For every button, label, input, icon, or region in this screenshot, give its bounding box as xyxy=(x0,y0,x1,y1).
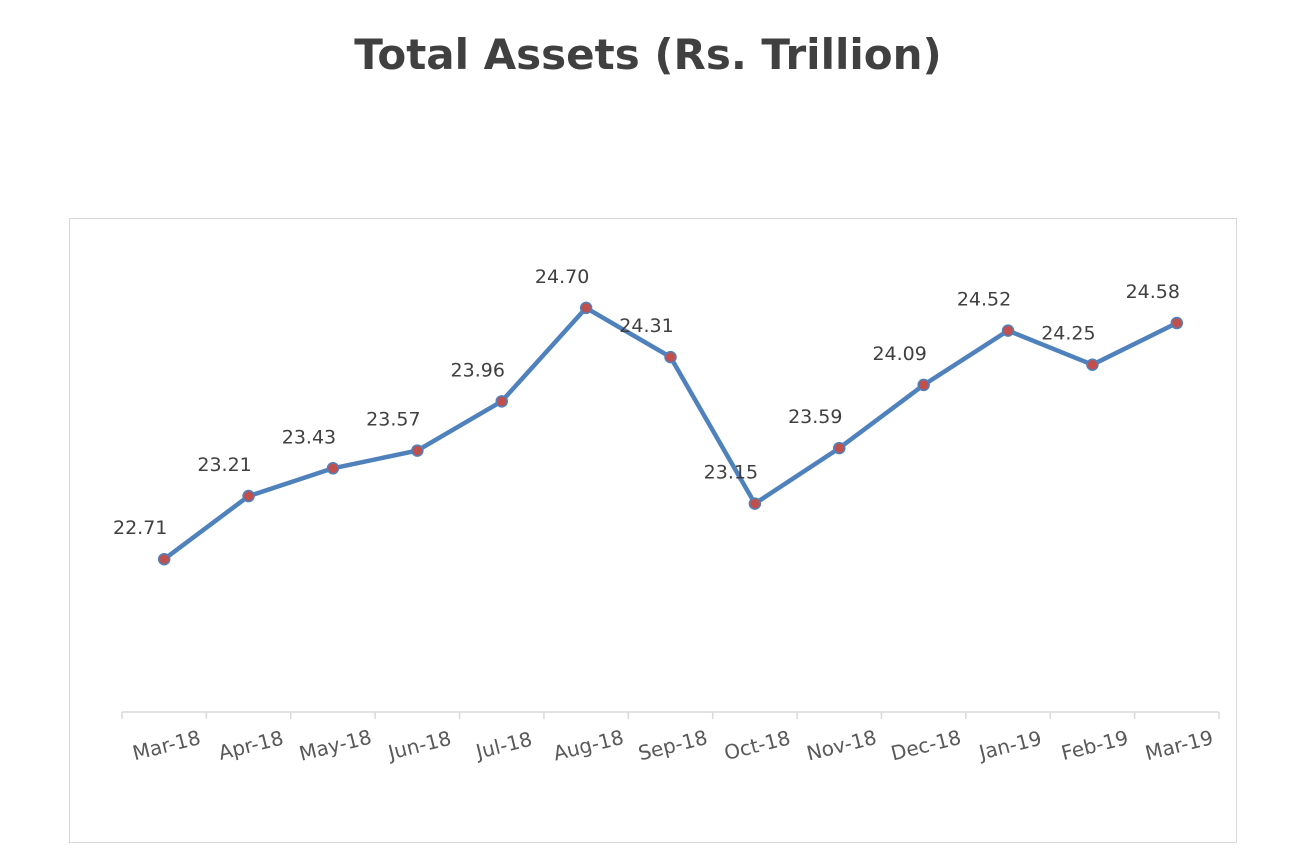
data-point-marker xyxy=(326,462,340,475)
x-tick-label: Nov-18 xyxy=(804,725,879,766)
x-tick-label: Sep-18 xyxy=(636,725,710,765)
tick-label-layer: Mar-18 Apr-18 May-18 Jun-18 Jul-18 Aug-18 Sep-… xyxy=(130,725,1215,766)
data-point-marker xyxy=(579,301,593,315)
data-point-marker xyxy=(242,489,255,503)
data-label: 24.70 xyxy=(535,266,589,288)
data-label: 24.09 xyxy=(872,343,926,365)
x-tick-label: Feb-19 xyxy=(1059,725,1131,765)
x-tick-label: Jun-18 xyxy=(384,726,454,765)
plot-area-frame xyxy=(69,218,1237,843)
data-point-marker xyxy=(833,441,846,455)
data-label: 24.52 xyxy=(957,289,1011,311)
marker-layer xyxy=(157,301,1184,566)
x-tick-label: Mar-18 xyxy=(130,725,203,765)
data-label: 23.21 xyxy=(197,454,251,476)
x-tick-label: Oct-18 xyxy=(722,725,793,765)
x-tick-label: Mar-19 xyxy=(1143,725,1216,765)
data-point-marker xyxy=(411,444,424,457)
data-point-marker xyxy=(664,350,677,364)
data-label: 23.57 xyxy=(366,409,420,431)
data-label: 24.31 xyxy=(619,315,673,337)
data-label: 23.96 xyxy=(451,359,505,381)
x-tick-label: May-18 xyxy=(297,725,374,766)
x-tick-label: Dec-18 xyxy=(888,725,963,766)
data-point-marker xyxy=(748,497,762,510)
data-point-marker xyxy=(1086,358,1099,371)
x-tick-label: Jul-18 xyxy=(472,727,535,765)
data-label: 23.15 xyxy=(704,462,758,484)
data-point-marker xyxy=(1001,324,1015,337)
data-label: 22.71 xyxy=(113,517,167,539)
data-label-layer: 22.71 23.21 23.43 23.57 23.96 24.70 24.31 23.15… xyxy=(113,266,1180,539)
data-label: 23.59 xyxy=(788,406,842,428)
data-point-marker xyxy=(495,395,508,408)
x-tick-label: Aug-18 xyxy=(551,725,626,766)
data-point-marker xyxy=(157,552,171,566)
data-label: 23.43 xyxy=(282,426,336,448)
x-tick-label: Jan-19 xyxy=(975,726,1044,765)
x-tick-label: Apr-18 xyxy=(216,726,286,765)
x-axis xyxy=(121,711,1220,719)
data-point-marker xyxy=(917,378,930,392)
data-point-marker xyxy=(1170,316,1184,330)
data-label: 24.25 xyxy=(1041,323,1095,345)
chart-title: Total Assets (Rs. Trillion) xyxy=(354,30,942,79)
data-label: 24.58 xyxy=(1126,281,1180,303)
